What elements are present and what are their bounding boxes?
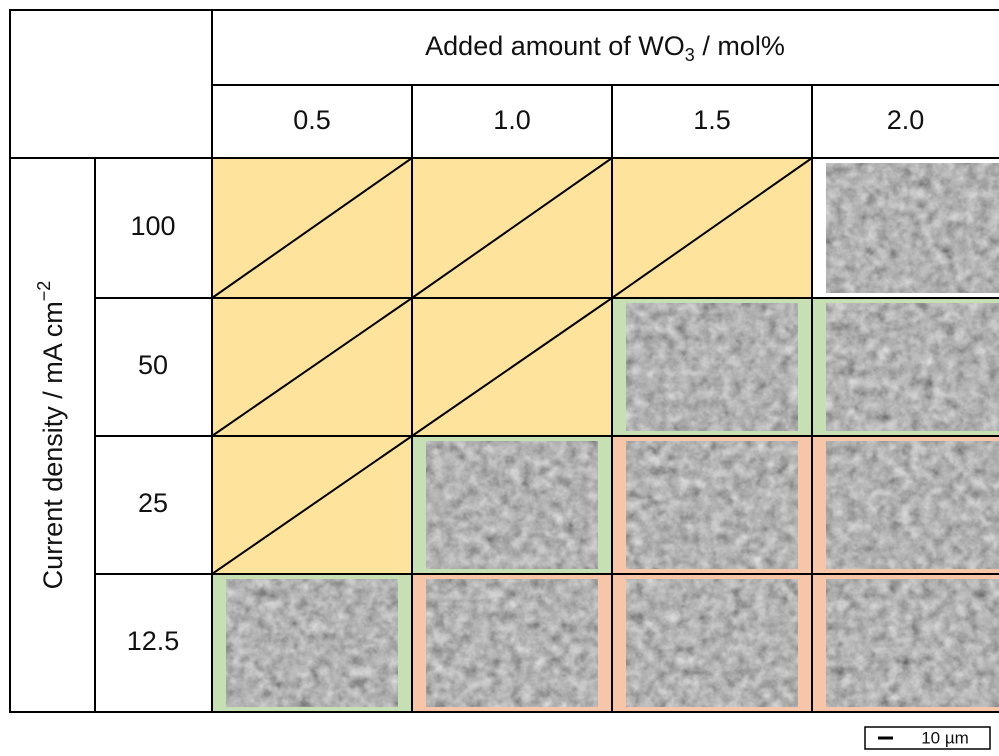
- column-label: 1.0: [493, 105, 531, 135]
- row-label: 100: [130, 211, 175, 241]
- row-label: 12.5: [127, 626, 180, 656]
- sem-image: [826, 303, 999, 431]
- sem-image: [826, 579, 999, 707]
- sem-image: [226, 579, 398, 707]
- page: Added amount of WO3 / mol% Current densi…: [0, 0, 999, 756]
- column-label: 0.5: [293, 105, 331, 135]
- column-label: 2.0: [887, 105, 925, 135]
- sem-image: [626, 579, 798, 707]
- column-label: 1.5: [693, 105, 731, 135]
- sem-image: [426, 441, 598, 569]
- sem-image: [626, 441, 798, 569]
- scale-bar-label: 10 µm: [921, 728, 969, 747]
- row-label: 50: [138, 350, 168, 380]
- sem-image: [626, 303, 798, 431]
- sem-image: [826, 441, 999, 569]
- row-label: 25: [138, 488, 168, 518]
- row-group-title: Current density / mA cm−2: [34, 281, 68, 590]
- sem-image: [426, 579, 598, 707]
- figure: Added amount of WO3 / mol% Current densi…: [0, 0, 999, 751]
- column-group-title: Added amount of WO3 / mol%: [425, 31, 785, 65]
- sem-image: [826, 163, 999, 293]
